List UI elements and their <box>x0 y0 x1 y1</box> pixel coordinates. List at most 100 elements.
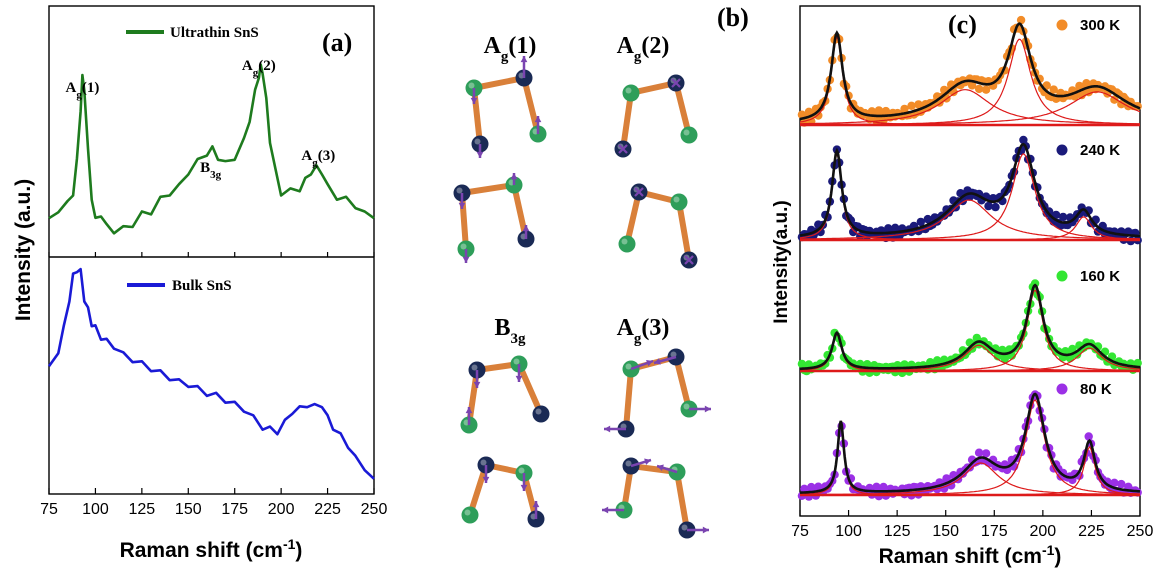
sn-atom <box>532 405 550 423</box>
panel-c-label: (c) <box>948 10 977 39</box>
peak-label: Ag(3) <box>301 148 335 169</box>
panel-a-xlabel-main: Raman shift (cm <box>120 539 283 562</box>
bond <box>673 354 692 412</box>
data-point <box>1084 432 1093 441</box>
data-point <box>981 449 991 458</box>
displacement-arrow <box>689 405 711 413</box>
displacement-arrow <box>470 88 478 104</box>
panel-c-xlabel-main: Raman shift (cm <box>879 545 1042 568</box>
fit-line <box>799 22 1141 121</box>
component-peak-line <box>800 89 1140 125</box>
s-atom <box>461 506 479 524</box>
bond <box>676 199 692 263</box>
panel-c-ylabel: Intensity(a.u.) <box>771 200 792 324</box>
bond <box>674 469 690 533</box>
panel-c-traces: 300 K 240 K 160 K 80 K <box>797 15 1142 501</box>
trace-80k: 80 K <box>797 381 1142 501</box>
panel-a-frame <box>48 5 375 495</box>
panel-b-label: (b) <box>717 3 749 32</box>
legend-bulk-label: Bulk SnS <box>172 278 232 294</box>
panel-b: (b) Ag(1) Ag(2) B3g Ag(3) <box>453 3 749 539</box>
x-tick-label: 75 <box>40 501 58 518</box>
displacement-arrow <box>482 465 490 483</box>
bond <box>467 462 489 518</box>
x-tick-label: 250 <box>361 501 388 518</box>
data-point <box>974 448 984 457</box>
component-peak-line <box>800 199 1141 240</box>
displacement-arrow <box>515 364 523 382</box>
data-point <box>974 84 984 94</box>
bond <box>516 361 544 417</box>
legend-label: 300 K <box>1080 17 1120 34</box>
displacement-arrow <box>473 370 481 388</box>
displacement-arrow <box>476 144 484 158</box>
out-of-plane-mark <box>671 78 681 88</box>
x-tick-label: 100 <box>835 523 862 540</box>
s-atom <box>622 84 640 102</box>
legend-marker <box>1056 270 1068 282</box>
data-point <box>1049 85 1058 94</box>
displacement-arrow <box>520 473 528 491</box>
panel-a-xlabel: Raman shift (cm-1) <box>120 536 303 562</box>
peak-label: B3g <box>200 160 222 181</box>
panel-c-xlabel-sup: -1 <box>1042 542 1055 558</box>
displacement-arrow <box>520 56 528 78</box>
displacement-arrow <box>532 501 540 519</box>
displacement-arrow <box>522 225 530 239</box>
x-tick-label: 100 <box>82 501 109 518</box>
out-of-plane-mark <box>634 187 644 197</box>
data-point <box>981 85 991 94</box>
data-point <box>1051 210 1061 220</box>
mode-title: Ag(2) <box>617 33 670 65</box>
trace-300k: 300 K <box>797 15 1142 127</box>
data-point <box>923 214 932 224</box>
peak-label: Ag(1) <box>66 80 100 101</box>
panel-c-xlabel: Raman shift (cm-1) <box>879 542 1062 568</box>
panel-c-xlabel-end: ) <box>1054 545 1061 568</box>
series-bulk-line <box>47 267 375 480</box>
panel-a-peak-labels: Ag(1) B3g Ag(2) Ag(3) <box>66 58 336 181</box>
x-tick-label: 250 <box>1127 523 1154 540</box>
bond <box>623 366 634 432</box>
data-point <box>984 201 993 211</box>
legend-label: 80 K <box>1080 381 1112 398</box>
displacement-arrow <box>534 116 542 134</box>
panel-c: 300 K 240 K 160 K 80 K 75 100 125 150 175 200 225… <box>771 5 1153 568</box>
panel-a: 75 100 125 150 175 200 225 250 Ag(1)B3gAg(2)Ag(… <box>12 5 387 562</box>
x-tick-label: 175 <box>221 501 248 518</box>
s-atom <box>670 193 688 211</box>
panel-a-ylabel: Intensity (a.u.) <box>12 179 35 321</box>
legend-label: 240 K <box>1080 142 1120 159</box>
displacement-arrow <box>604 425 626 433</box>
displacement-arrow <box>602 506 624 514</box>
panel-a-x-ticks: 75 100 125 150 175 200 225 250 <box>40 252 387 518</box>
trace-240k: 240 K <box>797 135 1142 246</box>
data-point <box>991 202 1000 212</box>
data-point <box>1133 358 1142 368</box>
displacement-arrow <box>458 193 466 209</box>
displacement-arrow <box>653 355 677 365</box>
trace-160k: 160 K <box>797 268 1142 378</box>
legend-marker <box>1056 383 1068 395</box>
panel-a-xlabel-sup: -1 <box>283 536 296 552</box>
x-tick-label: 150 <box>175 501 202 518</box>
displacement-arrow <box>630 458 652 468</box>
bond <box>624 189 642 247</box>
panel-c-x-ticks: 75 100 125 150 175 200 225 250 <box>791 510 1153 540</box>
panel-a-xlabel-end: ) <box>295 539 302 562</box>
fit-line <box>799 142 1141 238</box>
mode-title: Ag(1) <box>484 33 537 65</box>
legend-ultrathin-label: Ultrathin SnS <box>170 25 259 41</box>
x-tick-label: 175 <box>981 523 1008 540</box>
displacement-arrow <box>630 359 654 371</box>
bond <box>459 182 517 196</box>
panel-c-frame <box>799 5 1141 517</box>
data-point <box>916 217 925 227</box>
peak-label: Ag(2) <box>242 58 276 79</box>
x-tick-label: 75 <box>791 523 809 540</box>
panel-a-curves <box>47 63 375 480</box>
x-tick-label: 225 <box>314 501 341 518</box>
displacement-arrow <box>510 173 518 185</box>
bond <box>673 80 692 138</box>
x-tick-label: 150 <box>932 523 959 540</box>
